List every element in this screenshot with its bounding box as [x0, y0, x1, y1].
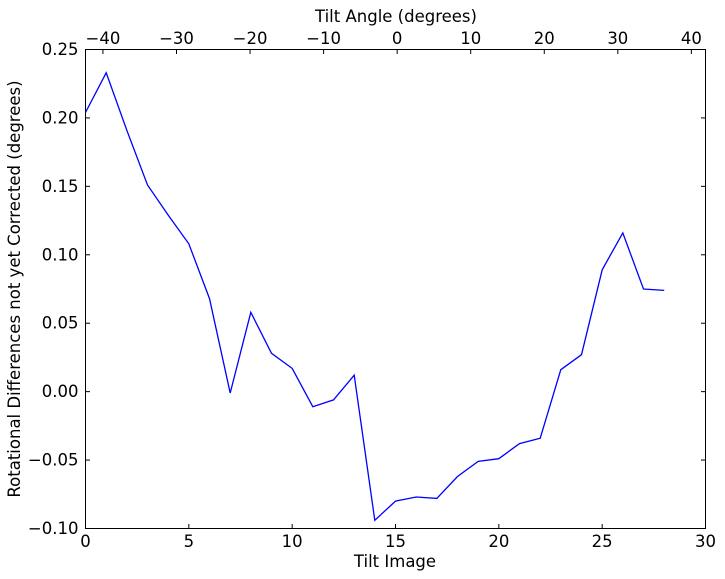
- y-axis-title: Rotational Differences not yet Corrected…: [5, 80, 24, 497]
- x-tick-label: 10: [282, 532, 303, 551]
- x-tick-label: 5: [184, 532, 195, 551]
- y-tick-label: 0.10: [42, 245, 79, 264]
- top-tick-label: −30: [159, 29, 194, 48]
- y-tick-label: 0.15: [42, 177, 79, 196]
- y-tick-label: −0.10: [28, 519, 79, 538]
- top-tick-label: 10: [460, 29, 481, 48]
- top-tick-label: 0: [392, 29, 403, 48]
- top-tick-label: −40: [86, 29, 121, 48]
- y-tick-label: 0.05: [42, 314, 79, 333]
- data-line-rotational-differences: [84, 71, 665, 522]
- top-tick-label: 40: [681, 29, 702, 48]
- x-tick-label: 20: [488, 532, 509, 551]
- top-tick-label: −20: [233, 29, 268, 48]
- y-tick-label: −0.05: [28, 451, 79, 470]
- top-tick-label: 20: [534, 29, 555, 48]
- y-tick-label: 0.25: [42, 40, 79, 59]
- x-tick-label: 0: [80, 532, 91, 551]
- y-tick-group: −0.10 −0.05 0.00 0.05 0.10 0.15 0.20 0.25: [28, 40, 706, 538]
- x-axis-title: Tilt Image: [353, 552, 436, 571]
- top-tick-group: −40 −30 −20 −10 0 10 20 30 40: [86, 29, 702, 54]
- y-tick-label: 0.00: [42, 382, 79, 401]
- top-tick-label: 30: [607, 29, 628, 48]
- plot-generated-content: 0 5 10 15 20 25 30−40 −30 −20 −10 0 10 20 30 40−0.10−0…: [28, 29, 716, 551]
- y-tick-label: 0.20: [42, 108, 79, 127]
- x-tick-label: 25: [592, 532, 613, 551]
- top-axis-title: Tilt Angle (degrees): [314, 7, 477, 26]
- x-tick-label: 30: [695, 532, 716, 551]
- x-tick-label: 15: [385, 532, 406, 551]
- x-tick-group: 0 5 10 15 20 25 30: [80, 524, 716, 551]
- axes-frame: [85, 49, 706, 529]
- top-tick-label: −10: [306, 29, 341, 48]
